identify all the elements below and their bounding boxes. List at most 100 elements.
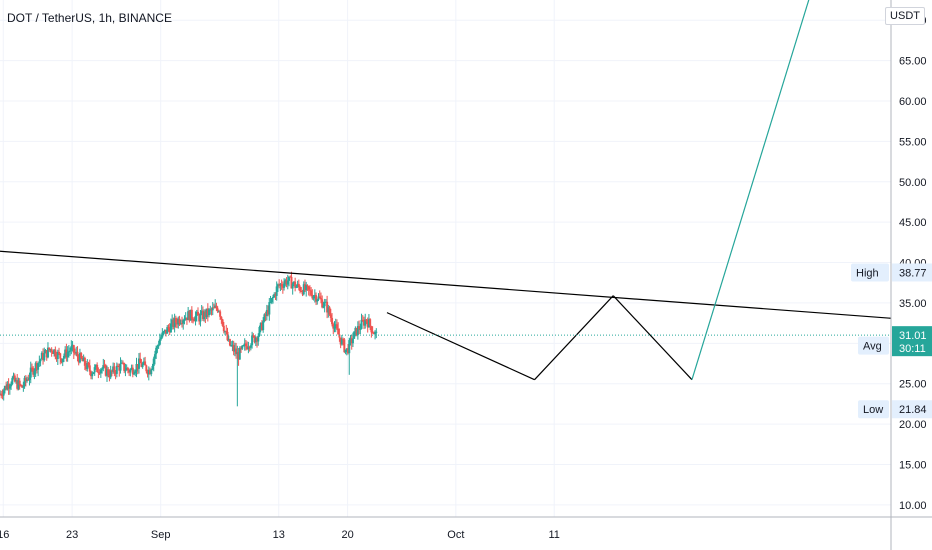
- candle-body: [46, 347, 49, 358]
- candle-body: [366, 321, 369, 328]
- candle-body: [260, 322, 263, 331]
- candle-body: [338, 334, 341, 338]
- candle-body: [62, 355, 65, 359]
- candle-body: [311, 294, 314, 299]
- candle-body: [34, 363, 37, 371]
- x-tick-label: Oct: [447, 529, 464, 541]
- candle-body: [307, 286, 310, 290]
- candle-body: [188, 311, 191, 321]
- current-price-value: 31.01: [899, 330, 927, 342]
- candle-body: [98, 372, 101, 374]
- candle-body: [165, 329, 168, 334]
- candle-body: [221, 319, 224, 326]
- candle-body: [219, 311, 222, 317]
- candle-body: [374, 331, 377, 335]
- candle-body: [108, 375, 111, 378]
- candle-body: [96, 364, 99, 373]
- candle-body: [360, 319, 363, 329]
- projected-path-segment[interactable]: [386, 312, 535, 381]
- candle-body: [71, 345, 74, 347]
- symbol-title[interactable]: DOT / TetherUS, 1h, BINANCE: [7, 11, 172, 25]
- candle-body: [227, 339, 230, 341]
- candle-body: [75, 351, 78, 353]
- candle-body: [248, 347, 251, 349]
- candle-body: [347, 348, 350, 354]
- candle-body: [43, 353, 46, 361]
- candle-body: [246, 346, 249, 349]
- candle-body: [333, 326, 336, 329]
- candle-body: [358, 326, 361, 330]
- candle-body: [40, 352, 43, 360]
- candle-body: [163, 329, 166, 332]
- candle-body: [139, 358, 142, 364]
- candle-body: [343, 339, 346, 353]
- chart-grid: [0, 0, 891, 517]
- candle-body: [42, 352, 45, 361]
- trendline[interactable]: [0, 250, 892, 319]
- projected-path-segment[interactable]: [612, 295, 693, 381]
- candle-body: [367, 319, 370, 328]
- candle-body: [10, 384, 13, 387]
- candle-body: [72, 345, 75, 353]
- candle-body: [23, 377, 26, 387]
- candle-body: [300, 290, 303, 292]
- current-price-badge: [892, 326, 932, 357]
- candle-body: [92, 372, 95, 374]
- candle-body: [190, 309, 193, 319]
- candle-body: [69, 350, 72, 352]
- chart-drawings[interactable]: [0, 0, 892, 381]
- time-axis[interactable]: 16 23 Sep 13 20 Oct 11: [0, 516, 932, 541]
- candle-body: [66, 351, 69, 358]
- candle-body: [326, 301, 329, 313]
- x-tick-label: 16: [0, 529, 9, 541]
- candle-body: [157, 344, 160, 347]
- candle-body: [77, 356, 80, 363]
- candle-body: [45, 350, 48, 358]
- candle-body: [82, 357, 85, 362]
- candle-body: [53, 349, 56, 354]
- candle-body: [112, 366, 115, 372]
- candle-body: [124, 370, 127, 372]
- candle-body: [145, 365, 148, 372]
- candle-body: [231, 345, 234, 347]
- candle-body: [83, 357, 86, 366]
- candle-body: [18, 380, 21, 385]
- candle-body: [59, 353, 62, 359]
- candle-body: [264, 314, 267, 316]
- candle-body: [331, 317, 334, 325]
- candle-body: [273, 294, 276, 297]
- candle-body: [242, 345, 245, 347]
- projected-path-segment[interactable]: [534, 295, 614, 381]
- candle-body: [332, 324, 335, 329]
- currency-unit-button[interactable]: USDT: [885, 7, 925, 25]
- candle-body: [60, 358, 63, 363]
- price-axis[interactable]: 10.0015.0020.0025.0030.0035.0040.0045.00…: [890, 0, 927, 550]
- candle-body: [131, 367, 134, 375]
- candle-body: [292, 281, 295, 285]
- candle-body: [91, 373, 94, 377]
- projected-path-segment[interactable]: [691, 0, 810, 380]
- candle-body: [167, 327, 170, 329]
- candle-body: [279, 284, 282, 286]
- y-tick-label: 35.00: [899, 298, 927, 310]
- candle-body: [58, 351, 61, 354]
- x-tick-label: 23: [66, 529, 78, 541]
- badge-value-bg: [892, 263, 932, 282]
- x-tick-label: Sep: [151, 529, 171, 541]
- candle-body: [22, 386, 25, 388]
- candle-body: [182, 320, 185, 324]
- y-tick-label: 10.00: [899, 500, 927, 512]
- candle-body: [193, 320, 196, 322]
- candle-body: [356, 326, 359, 336]
- candle-body: [78, 353, 81, 363]
- candle-body: [3, 386, 6, 391]
- candle-body: [301, 291, 304, 295]
- candle-body: [254, 338, 257, 343]
- candle-body: [276, 284, 279, 287]
- candle-body: [247, 347, 250, 349]
- candle-body: [354, 327, 357, 332]
- candle-body: [142, 361, 145, 365]
- candle-body: [67, 351, 70, 353]
